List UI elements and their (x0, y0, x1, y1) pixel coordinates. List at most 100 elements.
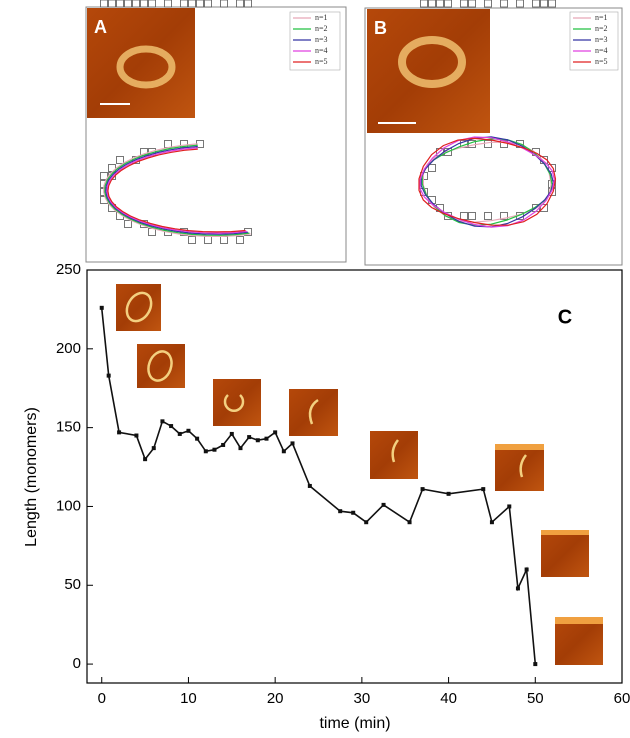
grid-square (164, 140, 172, 148)
grid-square (100, 172, 108, 180)
data-point (238, 446, 243, 451)
fit-curve (105, 145, 249, 235)
y-tick-label: 50 (64, 576, 81, 593)
grid-square (180, 0, 188, 8)
data-point (446, 491, 451, 496)
grid-square (148, 228, 156, 236)
grid-square (484, 140, 492, 148)
data-point (281, 449, 286, 454)
panel-label: B (374, 18, 387, 38)
y-axis-label: Length (monomers) (23, 407, 40, 547)
legend-label: n=4 (595, 46, 608, 55)
grid-square (188, 236, 196, 244)
inset-edge (541, 530, 589, 535)
grid-square (468, 212, 476, 220)
grid-square (428, 164, 436, 172)
inset-image (555, 617, 603, 665)
y-tick-label: 150 (56, 419, 81, 436)
data-point (99, 305, 104, 310)
data-point (420, 487, 425, 492)
x-tick-label: 30 (354, 690, 371, 707)
grid-square (204, 236, 212, 244)
data-point (338, 509, 343, 514)
data-point (229, 431, 234, 436)
legend-label: n=2 (595, 24, 608, 33)
data-point (186, 428, 191, 433)
data-point (507, 504, 512, 509)
legend-label: n=3 (595, 35, 608, 44)
inset-image (541, 530, 589, 577)
legend-label: n=2 (315, 24, 328, 33)
grid-square (220, 0, 228, 8)
grid-square (420, 0, 428, 8)
panel-label: A (94, 17, 107, 37)
grid-square (116, 156, 124, 164)
grid-square (124, 0, 132, 8)
data-point (407, 520, 412, 525)
fit-curve (418, 137, 557, 226)
grid-square (484, 0, 492, 8)
x-axis-label: time (min) (319, 715, 390, 732)
data-point (515, 586, 520, 591)
legend-box (289, 11, 341, 71)
legend-label: n=1 (595, 13, 608, 22)
data-point (489, 520, 494, 525)
data-point (160, 419, 165, 424)
grid-square (484, 212, 492, 220)
data-point (255, 438, 260, 443)
inset-image (370, 431, 418, 479)
inset-edge (555, 617, 603, 624)
legend-box (569, 11, 619, 71)
x-tick-label: 10 (180, 690, 197, 707)
data-point (381, 502, 386, 507)
data-point (151, 446, 156, 451)
inset-image (289, 389, 338, 436)
data-point (524, 567, 529, 572)
grid-square (140, 0, 148, 8)
data-point (169, 424, 174, 429)
grid-square (500, 212, 508, 220)
data-point (364, 520, 369, 525)
data-point (212, 447, 217, 452)
grid-square (108, 0, 116, 8)
data-point (221, 442, 226, 447)
grid-square (540, 204, 548, 212)
y-tick-label: 0 (73, 655, 81, 672)
grid-square (540, 0, 548, 8)
x-tick-label: 60 (614, 690, 630, 707)
legend-label: n=3 (315, 35, 328, 44)
data-line (100, 307, 537, 665)
inset-image (116, 284, 161, 331)
legend-label: n=5 (315, 57, 328, 66)
fit-curve (420, 136, 554, 228)
grid-square (204, 0, 212, 8)
data-point (307, 483, 312, 488)
inset-image (213, 379, 261, 426)
legend-label: n=5 (595, 57, 608, 66)
grid-square (460, 212, 468, 220)
grid-square (428, 0, 436, 8)
insets (116, 284, 603, 665)
x-tick-label: 40 (440, 690, 457, 707)
panel-label: C (558, 306, 572, 328)
legend-label: n=1 (315, 13, 328, 22)
grid-square (500, 0, 508, 8)
grid-square (444, 0, 452, 8)
grid-square (148, 0, 156, 8)
fit-curve (103, 143, 251, 237)
data-point (195, 436, 200, 441)
data-point (134, 433, 139, 438)
grid-square (132, 0, 140, 8)
fit-curve (104, 144, 250, 236)
grid-square (460, 0, 468, 8)
data-point (264, 436, 269, 441)
afm-image (87, 8, 195, 118)
y-tick-label: 250 (56, 261, 81, 278)
afm-image (367, 9, 490, 133)
grid-square (244, 0, 252, 8)
plot-frame (86, 269, 623, 684)
grid-square (220, 236, 228, 244)
grid-square (436, 0, 444, 8)
grid-square (196, 0, 204, 8)
